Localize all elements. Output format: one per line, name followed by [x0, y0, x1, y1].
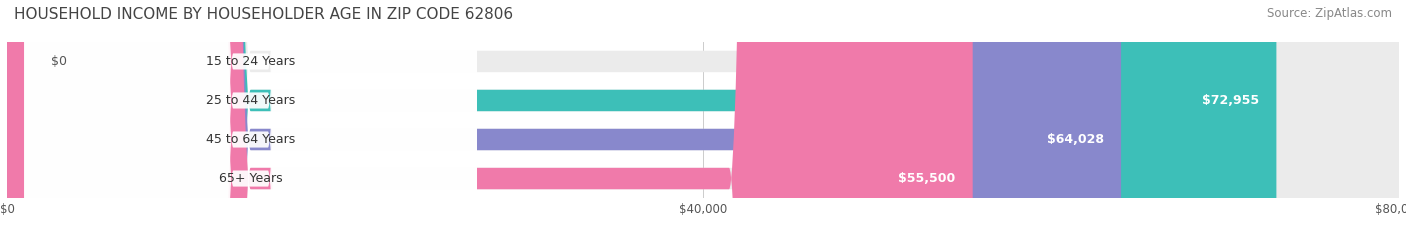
FancyBboxPatch shape: [7, 0, 973, 233]
FancyBboxPatch shape: [7, 0, 1399, 233]
Text: 45 to 64 Years: 45 to 64 Years: [207, 133, 295, 146]
Text: $0: $0: [51, 55, 66, 68]
Text: 65+ Years: 65+ Years: [219, 172, 283, 185]
FancyBboxPatch shape: [24, 0, 477, 233]
Text: 25 to 44 Years: 25 to 44 Years: [207, 94, 295, 107]
Text: $72,955: $72,955: [1202, 94, 1258, 107]
FancyBboxPatch shape: [7, 0, 1399, 233]
Text: $55,500: $55,500: [898, 172, 955, 185]
FancyBboxPatch shape: [7, 0, 1277, 233]
Text: 15 to 24 Years: 15 to 24 Years: [207, 55, 295, 68]
Text: Source: ZipAtlas.com: Source: ZipAtlas.com: [1267, 7, 1392, 20]
FancyBboxPatch shape: [7, 0, 1399, 233]
FancyBboxPatch shape: [7, 0, 1399, 233]
FancyBboxPatch shape: [24, 0, 477, 233]
FancyBboxPatch shape: [7, 0, 1121, 233]
Text: HOUSEHOLD INCOME BY HOUSEHOLDER AGE IN ZIP CODE 62806: HOUSEHOLD INCOME BY HOUSEHOLDER AGE IN Z…: [14, 7, 513, 22]
FancyBboxPatch shape: [24, 0, 477, 233]
Text: $64,028: $64,028: [1046, 133, 1104, 146]
FancyBboxPatch shape: [24, 0, 477, 233]
